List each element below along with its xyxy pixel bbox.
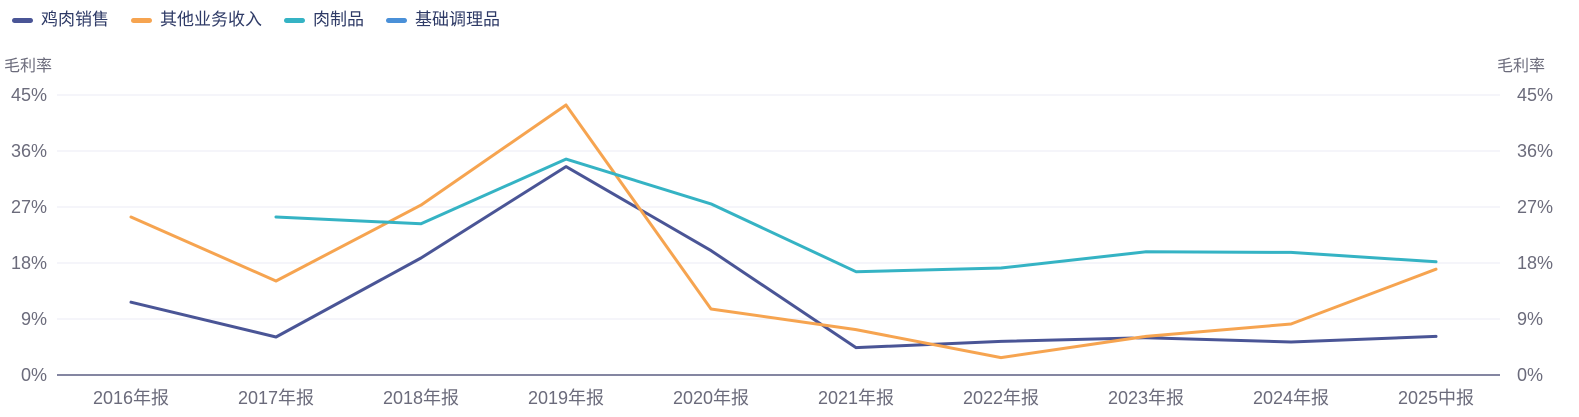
legend-swatch-icon	[386, 17, 407, 23]
legend-label: 鸡肉销售	[41, 10, 109, 29]
series-line-2	[274, 157, 1438, 274]
x-axis-label: 2022年报	[962, 388, 1040, 408]
legend-item-2[interactable]: 肉制品	[284, 10, 364, 30]
right-axis-title: 毛利率	[1497, 58, 1546, 75]
y-axis-tick-label: 36%	[1517, 141, 1554, 161]
legend-label: 基础调理品	[415, 10, 500, 29]
legend-swatch-icon	[131, 17, 152, 23]
legend-swatch-icon	[284, 17, 305, 23]
legend-item-1[interactable]: 其他业务收入	[131, 10, 262, 30]
x-axis-label: 2020年报	[672, 388, 750, 408]
y-axis-tick-label: 0%	[1517, 365, 1544, 385]
legend-item-3[interactable]: 基础调理品	[386, 10, 500, 30]
x-axis-label: 2025中报	[1397, 388, 1475, 408]
x-axis-label: 2018年报	[382, 388, 460, 408]
legend-label: 肉制品	[313, 10, 364, 29]
y-axis-tick-label: 9%	[20, 309, 47, 329]
y-axis-tick-label: 9%	[1517, 309, 1544, 329]
y-axis-tick-label: 36%	[10, 141, 47, 161]
x-axis-label: 2016年报	[92, 388, 170, 408]
chart-legend: 鸡肉销售 其他业务收入 肉制品 基础调理品	[12, 10, 522, 30]
y-axis-tick-label: 18%	[10, 253, 47, 273]
y-axis-tick-label: 0%	[20, 365, 47, 385]
x-axis-label: 2017年报	[237, 388, 315, 408]
series-line-0	[129, 165, 1438, 350]
x-axis-label: 2019年报	[527, 388, 605, 408]
x-axis-label: 2024年报	[1252, 388, 1330, 408]
x-axis-label: 2021年报	[817, 388, 895, 408]
x-axis-label: 2023年报	[1107, 388, 1185, 408]
legend-item-0[interactable]: 鸡肉销售	[12, 10, 109, 30]
series-line-1	[129, 103, 1438, 360]
y-axis-tick-label: 45%	[1517, 85, 1554, 105]
left-axis-title: 毛利率	[4, 58, 53, 75]
y-axis-tick-label: 45%	[10, 85, 47, 105]
y-axis-tick-label: 27%	[1517, 197, 1554, 217]
y-axis-tick-label: 27%	[10, 197, 47, 217]
legend-label: 其他业务收入	[160, 10, 262, 29]
legend-swatch-icon	[12, 17, 33, 23]
y-axis-tick-label: 18%	[1517, 253, 1554, 273]
